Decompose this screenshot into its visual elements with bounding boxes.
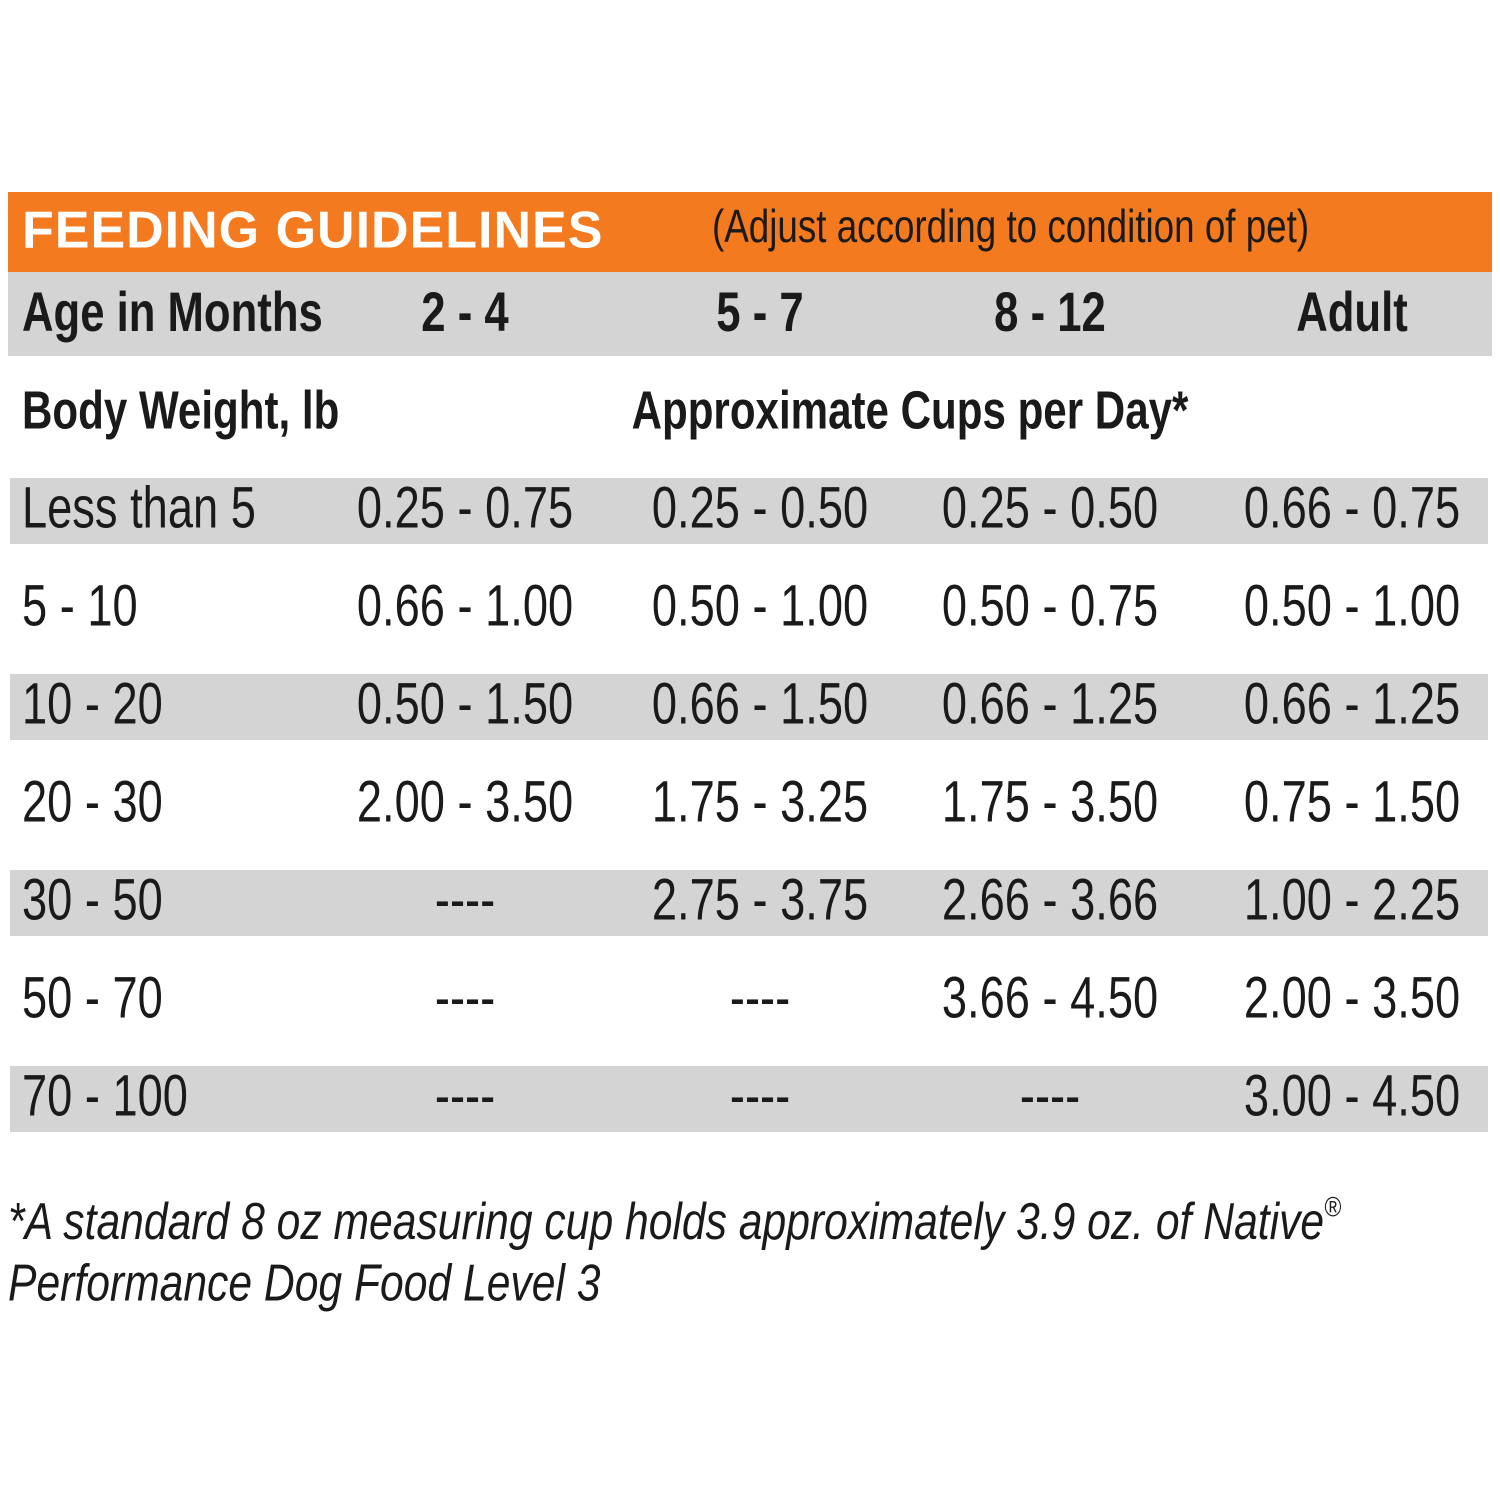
- cups-cell-group: 2.00 - 3.50: [357, 770, 573, 835]
- weight-cell-group: 20 - 30: [22, 770, 163, 835]
- cups-cell: ----: [1020, 1064, 1080, 1129]
- row-band: [10, 674, 1488, 740]
- registered-mark: ®: [1324, 1192, 1341, 1223]
- cups-cell-group: 0.66 - 1.25: [942, 672, 1158, 737]
- weight-cell-group: Less than 5: [22, 476, 256, 541]
- cups-cell: 0.50 - 1.00: [652, 574, 868, 639]
- footnote: *A standard 8 oz measuring cup holds app…: [8, 1192, 1341, 1250]
- cups-cell: 0.25 - 0.50: [652, 476, 868, 541]
- age-header-cell: Age in Months: [22, 281, 323, 343]
- age-header-cell: 8 - 12: [994, 281, 1106, 343]
- cups-cell: 0.25 - 0.75: [357, 476, 573, 541]
- row-band: [10, 870, 1488, 936]
- cups-cell-group: 1.75 - 3.50: [942, 770, 1158, 835]
- cups-cell-group: ----: [435, 868, 495, 933]
- cups-cell-group: 0.25 - 0.75: [357, 476, 573, 541]
- weight-cell-group: 70 - 100: [22, 1064, 188, 1129]
- cups-cell: 0.50 - 1.00: [1244, 574, 1460, 639]
- cups-cell-group: ----: [730, 966, 790, 1031]
- title-bar: [8, 192, 1492, 272]
- cups-cell-group: 2.00 - 3.50: [1244, 966, 1460, 1031]
- subtitle: (Adjust according to condition of pet): [712, 200, 1309, 252]
- cups-cell: 0.50 - 0.75: [942, 574, 1158, 639]
- weight-cell: Less than 5: [22, 476, 256, 541]
- cups-cell-group: 0.50 - 1.00: [652, 574, 868, 639]
- cups-cell: 2.00 - 3.50: [357, 770, 573, 835]
- age-header-cell-group: 8 - 12: [994, 281, 1106, 343]
- cups-cell: 0.66 - 1.00: [357, 574, 573, 639]
- cups-cell-group: 0.50 - 0.75: [942, 574, 1158, 639]
- cups-cell: ----: [730, 1064, 790, 1129]
- cups-cell-group: 0.50 - 1.00: [1244, 574, 1460, 639]
- cups-cell: 1.75 - 3.50: [942, 770, 1158, 835]
- cups-cell: 3.66 - 4.50: [942, 966, 1158, 1031]
- cups-cell-group: ----: [730, 1064, 790, 1129]
- cups-cell: 2.00 - 3.50: [1244, 966, 1460, 1031]
- weight-cell: 20 - 30: [22, 770, 163, 835]
- cups-cell-group: 0.75 - 1.50: [1244, 770, 1460, 835]
- age-header-cell-group: 2 - 4: [421, 281, 508, 343]
- weight-cell-group: 5 - 10: [22, 574, 138, 639]
- cups-cell: 1.75 - 3.25: [652, 770, 868, 835]
- weight-cell-group: 30 - 50: [22, 868, 163, 933]
- weight-cell: 5 - 10: [22, 574, 138, 639]
- age-header-cell: Adult: [1296, 281, 1408, 343]
- cups-cell: 0.50 - 1.50: [357, 672, 573, 737]
- weight-cell: 30 - 50: [22, 868, 163, 933]
- cups-cell-group: 0.25 - 0.50: [942, 476, 1158, 541]
- cups-cell: ----: [730, 966, 790, 1031]
- cups-cell-group: 2.75 - 3.75: [652, 868, 868, 933]
- cups-cell: 1.00 - 2.25: [1244, 868, 1460, 933]
- cups-cell-group: 0.66 - 1.50: [652, 672, 868, 737]
- age-header-cell-group: Adult: [1296, 281, 1408, 343]
- cups-cell: 0.66 - 0.75: [1244, 476, 1460, 541]
- weight-header: Body Weight, lb: [22, 380, 339, 440]
- cups-cell-group: 3.66 - 4.50: [942, 966, 1158, 1031]
- row-band: [10, 478, 1488, 544]
- cups-cell: ----: [435, 966, 495, 1031]
- cups-cell-group: 2.66 - 3.66: [942, 868, 1158, 933]
- cups-cell-group: 0.66 - 1.00: [357, 574, 573, 639]
- cups-cell-group: ----: [435, 1064, 495, 1129]
- cups-cell: 0.25 - 0.50: [942, 476, 1158, 541]
- cups-cell: 0.66 - 1.25: [942, 672, 1158, 737]
- weight-cell: 10 - 20: [22, 672, 163, 737]
- cups-cell: 0.66 - 1.50: [652, 672, 868, 737]
- cups-cell-group: 0.66 - 1.25: [1244, 672, 1460, 737]
- age-header-cell: 2 - 4: [421, 281, 508, 343]
- cups-cell: 2.66 - 3.66: [942, 868, 1158, 933]
- cups-cell: 3.00 - 4.50: [1244, 1064, 1460, 1129]
- weight-cell: 70 - 100: [22, 1064, 188, 1129]
- footnote-line: Performance Dog Food Level 3: [8, 1255, 601, 1313]
- cups-cell-group: ----: [1020, 1064, 1080, 1129]
- cups-header: Approximate Cups per Day*: [632, 380, 1189, 440]
- age-header-cell: 5 - 7: [716, 281, 803, 343]
- cups-cell-group: 0.50 - 1.50: [357, 672, 573, 737]
- weight-cell: 50 - 70: [22, 966, 163, 1031]
- cups-cell-group: 1.00 - 2.25: [1244, 868, 1460, 933]
- cups-cell-group: 3.00 - 4.50: [1244, 1064, 1460, 1129]
- age-header-cell-group: 5 - 7: [716, 281, 803, 343]
- cups-cell-group: 0.66 - 0.75: [1244, 476, 1460, 541]
- age-header-bar: [8, 272, 1492, 356]
- cups-cell: ----: [435, 868, 495, 933]
- footnote-line: *A standard 8 oz measuring cup holds app…: [8, 1193, 1324, 1251]
- row-band: [10, 1066, 1488, 1132]
- title: FEEDING GUIDELINES: [22, 202, 603, 260]
- cups-cell: ----: [435, 1064, 495, 1129]
- cups-cell-group: 1.75 - 3.25: [652, 770, 868, 835]
- cups-cell: 0.75 - 1.50: [1244, 770, 1460, 835]
- age-header-cell-group: Age in Months: [22, 281, 323, 343]
- cups-cell: 0.66 - 1.25: [1244, 672, 1460, 737]
- cups-cell: 2.75 - 3.75: [652, 868, 868, 933]
- weight-cell-group: 50 - 70: [22, 966, 163, 1031]
- weight-cell-group: 10 - 20: [22, 672, 163, 737]
- cups-cell-group: ----: [435, 966, 495, 1031]
- cups-cell-group: 0.25 - 0.50: [652, 476, 868, 541]
